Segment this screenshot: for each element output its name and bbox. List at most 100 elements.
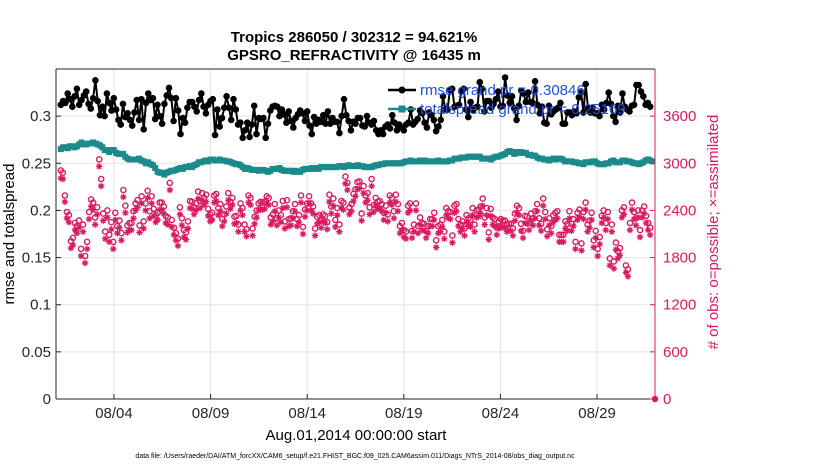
assimilated-obs-point — [114, 230, 121, 237]
assimilated-obs-point — [533, 208, 541, 215]
assimilated-obs-point — [138, 200, 145, 207]
chart-title-line1: Tropics 286050 / 302312 = 94.621% — [231, 29, 477, 46]
assimilated-obs-point — [493, 231, 500, 238]
possible-obs-point — [368, 175, 375, 183]
asterisk-stroke — [383, 210, 389, 216]
assimilated-obs-point — [441, 235, 448, 242]
possible-obs-point — [604, 208, 612, 216]
possible-obs-point — [134, 196, 141, 204]
rmse-point — [444, 106, 451, 113]
assimilated-obs-point — [317, 224, 325, 231]
assimilated-obs-point — [439, 223, 446, 231]
rmse-point — [596, 112, 603, 120]
rmse-point — [221, 104, 228, 111]
possible-obs-point — [554, 207, 561, 215]
y-right-tick-label: 3600 — [663, 108, 696, 125]
asterisk-stroke — [138, 200, 145, 207]
asterisk-stroke — [568, 228, 575, 234]
assimilated-obs-point — [537, 227, 545, 235]
assimilated-obs-point — [225, 197, 232, 204]
possible-obs-point — [485, 229, 493, 236]
rmse-point — [386, 125, 394, 132]
assimilated-obs-point — [134, 204, 141, 211]
assimilated-obs-point — [350, 197, 357, 205]
assimilated-obs-point — [586, 224, 593, 231]
x-tick-label: 08/19 — [385, 405, 423, 422]
possible-obs-point — [560, 231, 567, 239]
asterisk-stroke — [118, 237, 125, 243]
y-axis-left-label: rmse and totalspread — [1, 164, 18, 305]
rmse-point — [198, 90, 205, 97]
asterisk-stroke — [467, 224, 474, 230]
rmse-point — [605, 89, 612, 96]
assimilated-obs-point — [83, 245, 91, 253]
asterisk-stroke — [326, 199, 332, 205]
rmse-point — [612, 118, 619, 126]
rmse-point — [110, 94, 118, 102]
asterisk-stroke — [78, 253, 84, 259]
assimilated-obs-point — [340, 206, 347, 213]
assimilated-obs-point — [636, 233, 644, 241]
rmse-point — [614, 102, 622, 110]
ticks: 08/04 08/09 08/14 08/19 08/24 08/29 0 0.05 0.1 0.… — [22, 108, 697, 422]
asterisk-stroke — [324, 226, 330, 232]
assimilated-obs-point — [554, 215, 561, 222]
rmse-point — [227, 116, 235, 124]
rmse-point — [573, 110, 580, 117]
assimilated-obs-point — [352, 193, 359, 200]
asterisk-stroke — [590, 244, 597, 251]
possible-obs-point — [588, 209, 595, 217]
asterisk-stroke — [306, 200, 312, 207]
obs-count-series — [57, 156, 659, 403]
rmse-point — [499, 102, 507, 110]
totalspread-point — [152, 165, 159, 171]
rmse-point — [600, 106, 608, 113]
asterisk-stroke — [564, 228, 571, 234]
asterisk-stroke — [225, 197, 232, 203]
assimilated-obs-point — [118, 237, 125, 244]
rmse-point — [246, 133, 253, 141]
assimilated-obs-point — [485, 236, 492, 243]
asterisk-stroke — [409, 235, 415, 241]
rmse-point — [99, 103, 106, 110]
rmse-point — [467, 98, 474, 106]
rmse-point — [214, 106, 221, 113]
rmse-point — [216, 123, 223, 130]
assimilated-obs-point — [243, 233, 250, 240]
rmse-point — [379, 130, 387, 138]
assimilated-obs-point — [202, 198, 210, 205]
assimilated-obs-point — [65, 219, 73, 226]
asterisk-stroke — [611, 265, 617, 272]
x-tick-label: 08/14 — [288, 405, 326, 422]
asterisk-stroke — [607, 262, 613, 269]
assimilated-obs-point — [390, 215, 398, 222]
assimilated-obs-point — [311, 232, 319, 239]
assimilated-obs-point — [602, 226, 609, 234]
possible-obs-point — [636, 226, 644, 234]
assimilated-obs-point — [459, 225, 466, 232]
asterisk-stroke — [104, 214, 110, 221]
rmse-point — [117, 121, 124, 128]
possible-obs-point — [499, 217, 507, 224]
asterisk-stroke — [477, 210, 484, 217]
asterisk-stroke — [518, 228, 524, 234]
assimilated-obs-point — [461, 232, 468, 239]
rmse-point — [285, 108, 293, 115]
possible-obs-point — [122, 202, 129, 209]
asterisk-stroke — [368, 183, 375, 189]
asterisk-stroke — [310, 210, 316, 217]
asterisk-stroke — [86, 216, 92, 222]
rmse-point — [87, 105, 95, 112]
possible-obs-point — [97, 175, 105, 183]
possible-obs-point — [168, 216, 176, 224]
rmse-point — [69, 103, 76, 110]
possible-obs-point — [83, 238, 91, 246]
possible-obs-point — [299, 223, 307, 231]
asterisk-stroke — [605, 216, 611, 222]
rmse-point — [250, 102, 258, 110]
possible-obs-point — [101, 228, 109, 235]
asterisk-stroke — [348, 208, 355, 214]
possible-obs-point — [412, 200, 420, 207]
asterisk-stroke — [379, 208, 385, 214]
assimilated-obs-point — [106, 238, 113, 246]
